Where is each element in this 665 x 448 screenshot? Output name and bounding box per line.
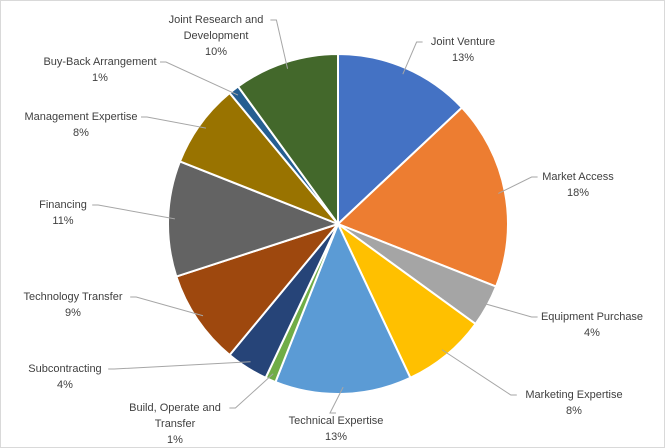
leader-line	[108, 361, 251, 370]
category-label: Technical Expertise	[289, 415, 384, 427]
data-label: Buy-Back Arrangement 1%	[43, 56, 156, 84]
leader-line	[498, 176, 538, 194]
value-label: 9%	[65, 307, 81, 319]
category-label: Build, Operate and Transfer	[129, 402, 221, 430]
pie-slice	[274, 221, 412, 395]
category-label: Technology Transfer	[23, 291, 122, 303]
data-label: Technology Transfer 9%	[23, 291, 122, 319]
data-label: Market Access 18%	[542, 171, 614, 199]
value-label: 1%	[92, 72, 108, 84]
category-label: Joint Venture	[431, 36, 495, 48]
category-label: Financing	[39, 199, 87, 211]
leader-line	[141, 116, 207, 129]
leader-line	[480, 302, 538, 318]
category-label: Marketing Expertise	[525, 389, 622, 401]
category-label: Market Access	[542, 171, 614, 183]
category-label-line: Build, Operate and	[129, 402, 221, 414]
value-label: 1%	[167, 434, 183, 446]
pie-slice	[236, 52, 339, 228]
value-label: 8%	[566, 405, 582, 417]
data-label: Technical Expertise 13%	[289, 415, 384, 443]
value-label: 8%	[73, 127, 89, 139]
leader-line	[441, 349, 517, 396]
leader-line	[329, 386, 344, 414]
leader-line	[160, 61, 239, 96]
category-label: Subcontracting	[28, 363, 101, 375]
data-label: Management Expertise 8%	[24, 111, 137, 139]
value-label: 4%	[584, 327, 600, 339]
data-label: Build, Operate and Transfer 1%	[129, 402, 221, 446]
data-label: Marketing Expertise 8%	[525, 389, 622, 417]
category-label: Management Expertise	[24, 111, 137, 123]
leader-line	[229, 373, 274, 409]
data-label: Joint Research and Development 10%	[169, 14, 264, 58]
pie-slice	[336, 106, 509, 288]
category-label: Buy-Back Arrangement	[43, 56, 156, 68]
value-label: 11%	[52, 215, 73, 227]
leader-line	[92, 204, 175, 220]
leader-line	[402, 41, 423, 75]
data-label: Equipment Purchase 4%	[541, 311, 643, 339]
data-label: Joint Venture 13%	[431, 36, 495, 64]
leader-line	[270, 19, 289, 69]
pie-slice	[167, 160, 341, 278]
category-label-line: Development	[184, 30, 249, 42]
data-label: Subcontracting 4%	[28, 363, 101, 391]
leader-line	[130, 296, 204, 317]
data-label: Financing 11%	[39, 199, 87, 227]
value-label: 10%	[205, 46, 227, 58]
value-label: 13%	[452, 52, 474, 64]
pie-slice	[175, 221, 341, 357]
value-label: 18%	[567, 187, 589, 199]
category-label-line: Transfer	[155, 418, 196, 430]
category-label-line: Joint Research and	[169, 14, 264, 26]
category-label: Joint Research and Development	[169, 14, 264, 42]
category-label: Equipment Purchase	[541, 311, 643, 323]
value-label: 13%	[325, 431, 347, 443]
value-label: 4%	[57, 379, 73, 391]
